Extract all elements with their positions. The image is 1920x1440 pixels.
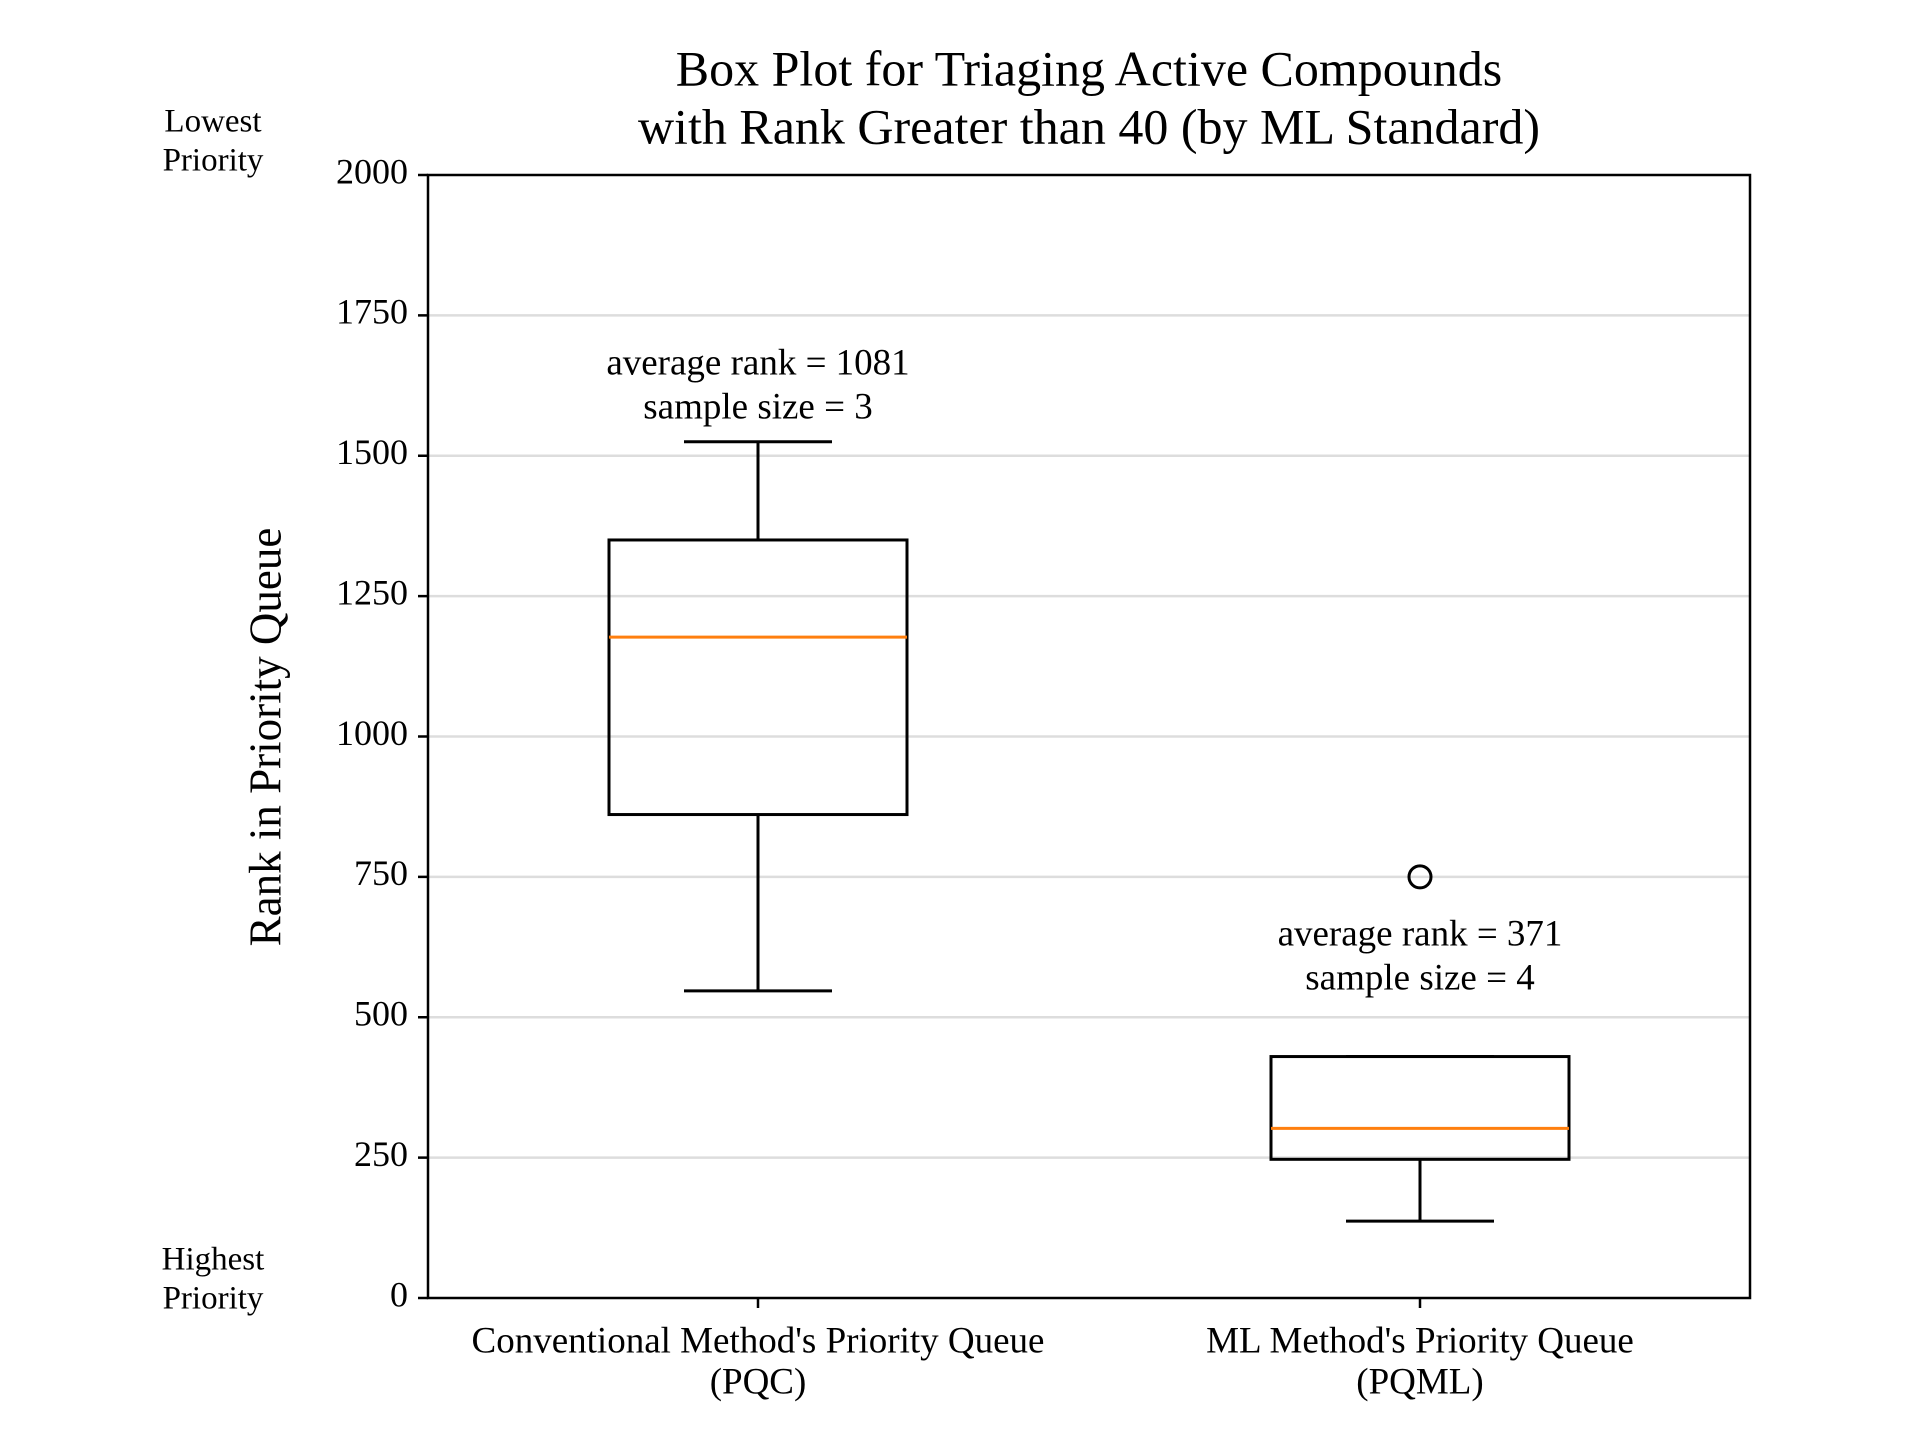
y-tick-label: 500 — [354, 994, 408, 1034]
corner-label: Highest — [162, 1242, 265, 1278]
y-tick-label: 0 — [390, 1274, 408, 1314]
corner-label: Priority — [163, 143, 264, 179]
x-tick-label: Conventional Method's Priority Queue — [472, 1320, 1045, 1361]
y-tick-label: 1500 — [336, 432, 408, 472]
annotation: sample size = 3 — [643, 386, 872, 427]
y-tick-label: 1000 — [336, 713, 408, 753]
chart-title: Box Plot for Triaging Active Compounds — [676, 40, 1502, 96]
box — [1269, 1055, 1571, 1161]
annotation: sample size = 4 — [1305, 957, 1534, 998]
corner-label: Lowest — [164, 104, 261, 140]
annotation: average rank = 1081 — [606, 342, 909, 383]
y-tick-label: 250 — [354, 1134, 408, 1174]
corner-label: Priority — [163, 1281, 264, 1317]
y-tick-label: 1750 — [336, 292, 408, 332]
box — [607, 538, 909, 817]
x-tick-label: (PQML) — [1356, 1361, 1483, 1402]
annotation: average rank = 371 — [1278, 913, 1563, 954]
y-tick-label: 1250 — [336, 572, 408, 612]
y-tick-label: 2000 — [336, 151, 408, 191]
flier — [1407, 864, 1433, 890]
x-tick-label: ML Method's Priority Queue — [1206, 1320, 1634, 1361]
chart-title: with Rank Greater than 40 (by ML Standar… — [638, 98, 1540, 154]
y-tick-label: 750 — [354, 853, 408, 893]
x-tick-label: (PQC) — [710, 1361, 807, 1402]
plot-frame — [426, 173, 1752, 1300]
y-axis-label: Rank in Priority Queue — [240, 528, 290, 947]
